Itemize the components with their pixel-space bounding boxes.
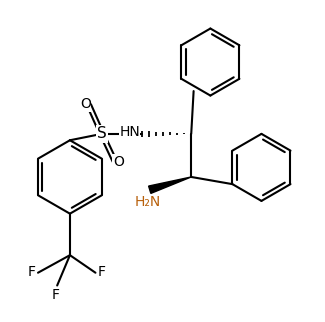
Text: HN: HN <box>119 125 140 139</box>
Text: O: O <box>113 155 124 169</box>
Text: F: F <box>27 265 35 279</box>
Text: F: F <box>52 288 59 302</box>
Text: O: O <box>80 98 91 111</box>
Text: H₂N: H₂N <box>135 195 161 210</box>
Polygon shape <box>149 177 191 194</box>
Text: S: S <box>97 126 107 141</box>
Text: F: F <box>98 265 106 279</box>
